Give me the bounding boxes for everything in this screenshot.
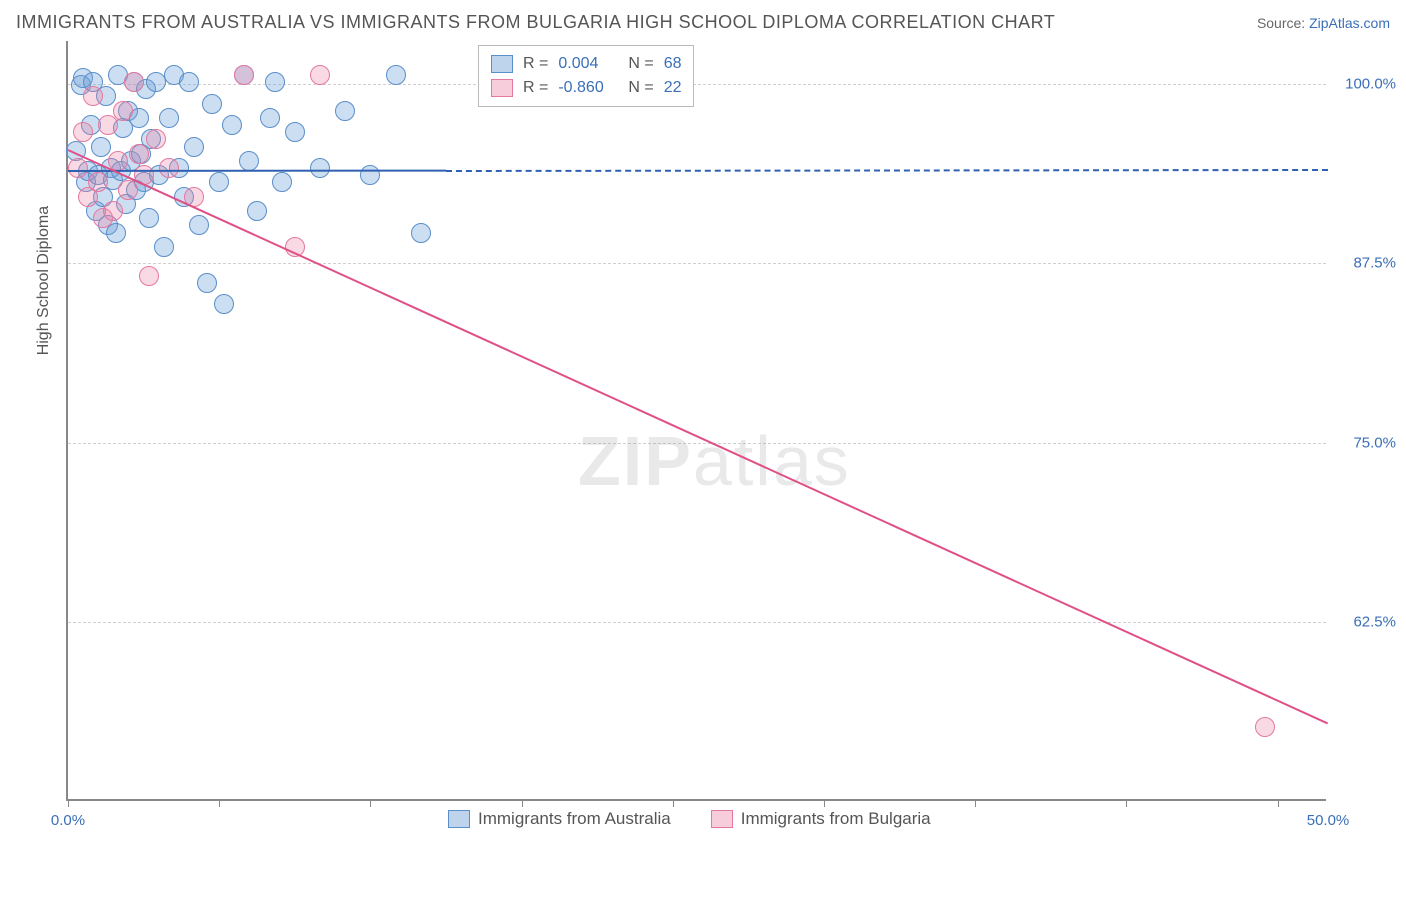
scatter-point [118, 180, 138, 200]
x-tick [1278, 799, 1279, 807]
scatter-point [103, 201, 123, 221]
scatter-point [247, 201, 267, 221]
scatter-point [222, 115, 242, 135]
y-axis-label: High School Diploma [35, 206, 53, 355]
scatter-point [197, 273, 217, 293]
x-tick [1126, 799, 1127, 807]
scatter-point [360, 165, 380, 185]
scatter-point [68, 158, 88, 178]
chart-source: Source: ZipAtlas.com [1257, 15, 1390, 31]
scatter-point [83, 86, 103, 106]
scatter-point [209, 172, 229, 192]
scatter-point [159, 108, 179, 128]
scatter-point [73, 122, 93, 142]
y-tick-label: 62.5% [1336, 613, 1396, 630]
scatter-point [184, 137, 204, 157]
scatter-point [139, 208, 159, 228]
scatter-point [285, 122, 305, 142]
scatter-point [214, 294, 234, 314]
source-prefix: Source: [1257, 15, 1309, 31]
regression-line [68, 149, 1329, 724]
x-tick [68, 799, 69, 807]
gridline [68, 622, 1326, 623]
scatter-point [159, 158, 179, 178]
legend-label: Immigrants from Bulgaria [741, 809, 931, 829]
y-tick-label: 75.0% [1336, 434, 1396, 451]
scatter-point [310, 65, 330, 85]
legend-swatch [711, 810, 733, 828]
n-label: N = [628, 52, 653, 76]
legend-item: Immigrants from Australia [448, 809, 671, 829]
gridline [68, 443, 1326, 444]
x-tick-label: 50.0% [1307, 812, 1350, 829]
regression-line-dashed [446, 169, 1328, 172]
scatter-point [124, 72, 144, 92]
y-tick-label: 87.5% [1336, 255, 1396, 272]
legend-swatch [448, 810, 470, 828]
scatter-point [411, 223, 431, 243]
scatter-point [1255, 717, 1275, 737]
scatter-point [272, 172, 292, 192]
n-value: 68 [664, 52, 682, 76]
correlation-legend: R = 0.004 N = 68 R = -0.860 N = 22 [478, 45, 694, 107]
r-label: R = [523, 76, 548, 100]
chart-title: IMMIGRANTS FROM AUSTRALIA VS IMMIGRANTS … [16, 12, 1055, 33]
series-legend: Immigrants from Australia Immigrants from… [448, 809, 931, 829]
scatter-point [98, 115, 118, 135]
scatter-point [265, 72, 285, 92]
x-tick [824, 799, 825, 807]
legend-label: Immigrants from Australia [478, 809, 671, 829]
x-tick [673, 799, 674, 807]
scatter-point [139, 266, 159, 286]
source-link[interactable]: ZipAtlas.com [1309, 15, 1390, 31]
n-value: 22 [664, 76, 682, 100]
legend-row: R = 0.004 N = 68 [491, 52, 681, 76]
scatter-point [91, 137, 111, 157]
scatter-point [386, 65, 406, 85]
scatter-point [154, 237, 174, 257]
scatter-point [113, 101, 133, 121]
legend-swatch [491, 79, 513, 97]
scatter-point [202, 94, 222, 114]
x-tick-label: 0.0% [51, 812, 85, 829]
scatter-point [88, 172, 108, 192]
legend-row: R = -0.860 N = 22 [491, 76, 681, 100]
scatter-point [189, 215, 209, 235]
scatter-point [179, 72, 199, 92]
x-tick [975, 799, 976, 807]
scatter-point [260, 108, 280, 128]
scatter-point [129, 144, 149, 164]
n-label: N = [628, 76, 653, 100]
x-tick [219, 799, 220, 807]
legend-item: Immigrants from Bulgaria [711, 809, 931, 829]
scatter-point [239, 151, 259, 171]
x-tick [522, 799, 523, 807]
r-label: R = [523, 52, 548, 76]
r-value: 0.004 [558, 52, 618, 76]
x-tick [370, 799, 371, 807]
gridline [68, 84, 1326, 85]
gridline [68, 263, 1326, 264]
scatter-point [146, 129, 166, 149]
scatter-point [310, 158, 330, 178]
legend-swatch [491, 55, 513, 73]
r-value: -0.860 [558, 76, 618, 100]
scatter-point [335, 101, 355, 121]
y-tick-label: 100.0% [1336, 76, 1396, 93]
chart-area: High School Diploma 62.5%75.0%87.5%100.0… [16, 41, 1390, 897]
plot-region: 62.5%75.0%87.5%100.0%0.0%50.0%ZIPatlasR … [66, 41, 1326, 801]
chart-header: IMMIGRANTS FROM AUSTRALIA VS IMMIGRANTS … [0, 0, 1406, 41]
scatter-point [234, 65, 254, 85]
regression-line [68, 170, 446, 172]
